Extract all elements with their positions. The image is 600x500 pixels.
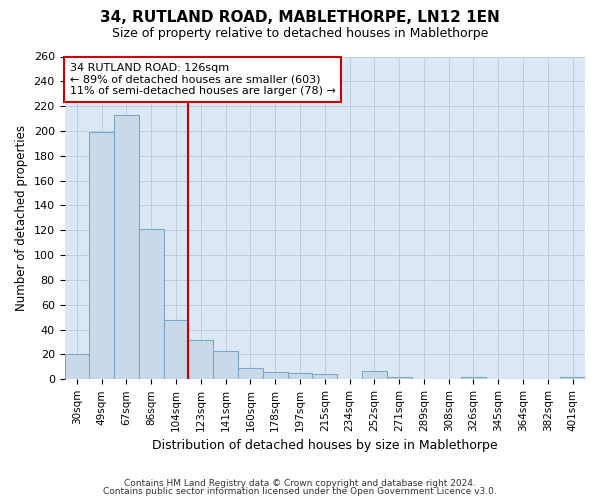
Bar [213,351,238,380]
Bar [139,229,164,380]
Bar [65,354,89,380]
Bar [188,340,213,380]
Y-axis label: Number of detached properties: Number of detached properties [15,125,28,311]
Bar [287,373,313,380]
X-axis label: Distribution of detached houses by size in Mablethorpe: Distribution of detached houses by size … [152,440,497,452]
Bar [313,374,337,380]
Bar [387,377,412,380]
Bar [560,377,585,380]
Text: Contains public sector information licensed under the Open Government Licence v3: Contains public sector information licen… [103,487,497,496]
Text: Size of property relative to detached houses in Mablethorpe: Size of property relative to detached ho… [112,28,488,40]
Bar [263,372,287,380]
Bar [89,132,114,380]
Bar [164,320,188,380]
Text: 34 RUTLAND ROAD: 126sqm
← 89% of detached houses are smaller (603)
11% of semi-d: 34 RUTLAND ROAD: 126sqm ← 89% of detache… [70,63,335,96]
Bar [461,377,486,380]
Bar [114,115,139,380]
Bar [362,370,387,380]
Bar [238,368,263,380]
Text: 34, RUTLAND ROAD, MABLETHORPE, LN12 1EN: 34, RUTLAND ROAD, MABLETHORPE, LN12 1EN [100,10,500,25]
Text: Contains HM Land Registry data © Crown copyright and database right 2024.: Contains HM Land Registry data © Crown c… [124,478,476,488]
